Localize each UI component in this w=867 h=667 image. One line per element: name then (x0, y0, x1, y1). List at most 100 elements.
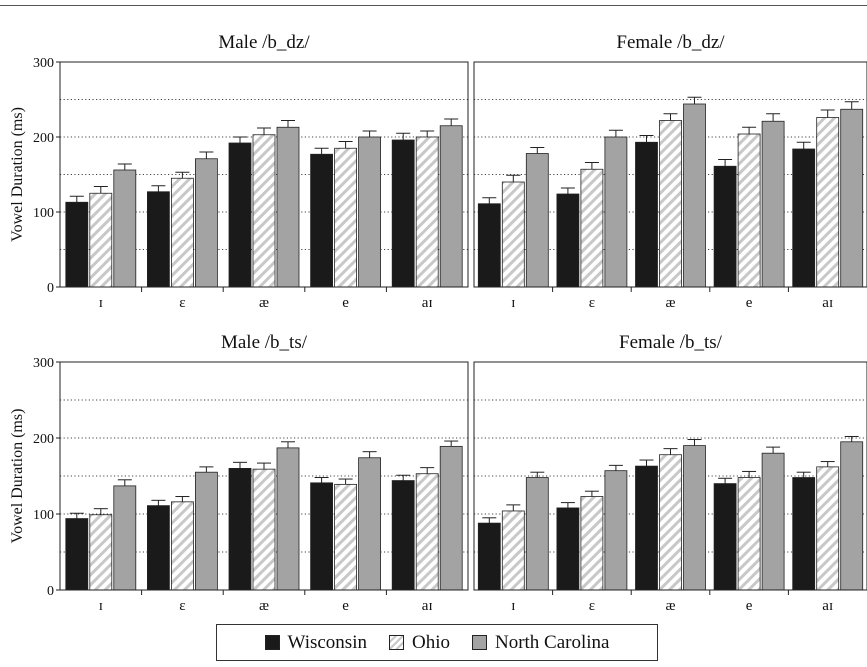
bar-wisconsin (713, 483, 737, 591)
x-tick-label: ɪ (99, 295, 103, 311)
bar-ohio (334, 483, 358, 591)
x-tick-label: e (342, 598, 349, 614)
bar-north-carolina (439, 445, 463, 591)
bar-ohio (659, 120, 682, 288)
x-tick-label: æ (259, 295, 269, 311)
panel-title: Male /b_dz/ (218, 32, 310, 53)
x-tick-label: e (342, 295, 349, 311)
plot-frame (59, 61, 469, 288)
bar-north-carolina (358, 457, 382, 591)
ohio-swatch (388, 635, 404, 650)
panel-title: Male /b_ts/ (221, 332, 308, 353)
plot-frame (473, 361, 867, 591)
bar-ohio (501, 181, 525, 288)
x-tick-label: aɪ (422, 295, 433, 311)
panel-1: ɪ ɛ æ e aɪ Female /b_dz/ (473, 32, 867, 311)
panel-title: Female /b_ts/ (619, 332, 723, 353)
bar-north-carolina (276, 447, 300, 591)
bar-wisconsin (477, 203, 501, 288)
bar-ohio (501, 510, 525, 591)
bar-wisconsin (65, 518, 89, 591)
x-tick-label: ɪ (511, 598, 515, 614)
bar-ohio (816, 466, 840, 591)
bar-north-carolina (439, 125, 463, 288)
y-tick-label: 100 (33, 508, 54, 523)
north-carolina-swatch (471, 635, 487, 650)
bar-wisconsin (391, 139, 415, 288)
x-tick-label: æ (259, 598, 269, 614)
bar-north-carolina (683, 103, 706, 288)
bar-ohio (170, 501, 194, 591)
bar-ohio (580, 496, 604, 591)
y-tick-label: 200 (33, 131, 54, 146)
bar-north-carolina (761, 452, 785, 591)
bar-wisconsin (792, 148, 816, 288)
x-tick-label: aɪ (822, 295, 833, 311)
legend-item-north-carolina: North Carolina (471, 631, 610, 654)
legend-item-ohio: Ohio (388, 631, 450, 654)
bar-north-carolina (194, 158, 218, 288)
bar-north-carolina (604, 470, 628, 591)
x-tick-label: aɪ (822, 598, 833, 614)
x-tick-label: ɪ (511, 295, 515, 311)
legend-label-wisconsin: Wisconsin (287, 631, 367, 653)
bar-wisconsin (228, 467, 252, 591)
bar-north-carolina (604, 136, 628, 288)
bar-north-carolina (683, 445, 706, 591)
bar-wisconsin (146, 191, 170, 288)
plot-frame (59, 361, 469, 591)
y-tick-label: 100 (33, 206, 54, 221)
y-axis-label: Vowel Duration (ms) (9, 107, 26, 242)
bar-north-carolina (761, 120, 785, 288)
bar-north-carolina (194, 471, 218, 591)
bar-wisconsin (391, 480, 415, 591)
y-axis-label: Vowel Duration (ms) (9, 409, 26, 544)
bar-wisconsin (635, 141, 658, 288)
x-tick-label: ɛ (589, 295, 595, 311)
panel-0: ɪ ɛ æ e aɪ 0 100 200 300 Male /b_dz/Vowel Duratio… (9, 32, 469, 311)
legend-label-north-carolina: North Carolina (494, 631, 610, 653)
bar-ohio (737, 477, 761, 591)
bar-north-carolina (113, 485, 137, 591)
chart-grid: ɪ ɛ æ e aɪ 0 100 200 300 Male /b_dz/Vowel Duratio… (9, 32, 867, 614)
bar-wisconsin (228, 142, 252, 288)
y-tick-label: 300 (33, 56, 54, 71)
bar-ohio (659, 454, 682, 591)
bar-ohio (415, 473, 439, 591)
legend-item-wisconsin: Wisconsin (264, 631, 367, 654)
panel-title: Female /b_dz/ (616, 32, 725, 53)
legend: Wisconsin Ohio North Carolina (216, 624, 658, 661)
bar-wisconsin (310, 482, 334, 591)
y-tick-label: 0 (47, 584, 54, 599)
bar-wisconsin (635, 465, 658, 591)
bar-ohio (580, 168, 604, 288)
top-rule (0, 5, 867, 6)
x-tick-label: aɪ (422, 598, 433, 614)
bar-ohio (737, 133, 761, 288)
bar-north-carolina (840, 441, 864, 591)
x-tick-label: ɛ (179, 598, 185, 614)
bar-wisconsin (556, 507, 580, 591)
y-tick-label: 0 (47, 281, 54, 296)
bar-wisconsin (477, 522, 501, 591)
x-tick-label: e (746, 598, 753, 614)
plot-frame (473, 61, 867, 288)
legend-label-ohio: Ohio (411, 631, 450, 653)
bar-wisconsin (65, 201, 89, 288)
y-tick-label: 300 (33, 356, 54, 371)
bar-wisconsin (713, 165, 737, 288)
x-tick-label: æ (665, 598, 675, 614)
bar-wisconsin (792, 477, 816, 591)
x-tick-label: ɪ (99, 598, 103, 614)
x-tick-label: æ (665, 295, 675, 311)
bar-ohio (816, 117, 840, 288)
bar-ohio (334, 147, 358, 288)
bar-ohio (89, 192, 113, 288)
x-tick-label: e (746, 295, 753, 311)
bar-north-carolina (525, 477, 549, 591)
y-tick-label: 200 (33, 432, 54, 447)
bar-ohio (252, 134, 276, 288)
bar-ohio (170, 177, 194, 288)
x-tick-label: ɛ (589, 598, 595, 614)
bar-ohio (89, 514, 113, 591)
